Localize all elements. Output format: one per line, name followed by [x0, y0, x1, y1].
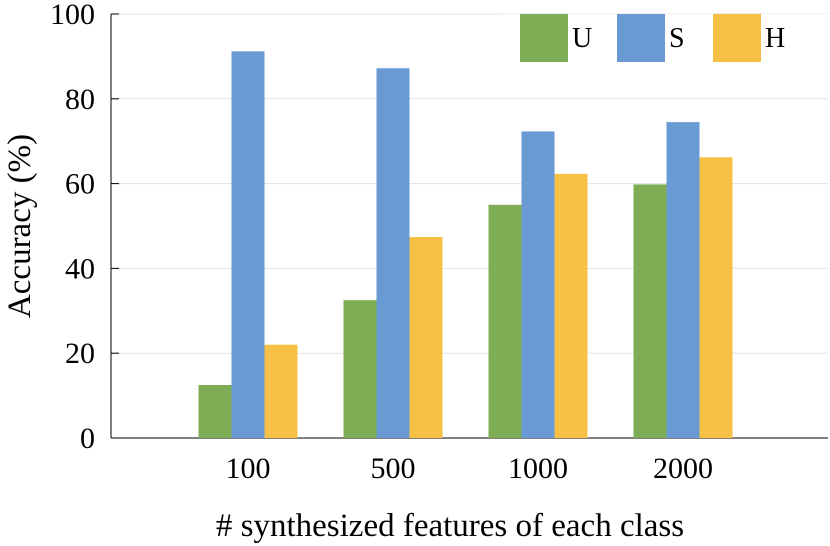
x-tick-labels: 100 500 1000 2000: [226, 452, 714, 485]
legend-swatch-h: [713, 14, 761, 62]
x-tick-label: 1000: [508, 452, 568, 485]
bar-s-2000: [666, 122, 700, 439]
x-tick-label: 500: [371, 452, 416, 485]
legend-swatch-u: [520, 14, 568, 62]
bar-h-2000: [699, 157, 733, 438]
bar-h-1000: [554, 173, 588, 438]
bars: [198, 51, 733, 439]
y-tick-label: 100: [50, 0, 95, 31]
bar-s-1000: [521, 131, 555, 438]
y-tick-label: 80: [65, 83, 95, 116]
y-axis-title: Accuracy (%): [2, 134, 38, 318]
bar-u-500: [343, 300, 377, 438]
y-tick-label: 40: [65, 252, 95, 285]
bar-s-500: [376, 68, 410, 438]
y-tick-label: 0: [80, 422, 95, 455]
y-tick-labels: 0 20 40 60 80 100: [50, 0, 95, 455]
x-tick-label: 2000: [653, 452, 713, 485]
bar-h-100: [264, 344, 298, 438]
bar-h-500: [409, 237, 443, 438]
y-tick-label: 20: [65, 337, 95, 370]
legend-swatch-s: [617, 14, 665, 62]
bar-u-100: [198, 385, 232, 438]
bar-s-100: [231, 51, 265, 438]
x-axis-title: # synthesized features of each class: [216, 508, 684, 544]
legend-label-h: H: [765, 23, 785, 54]
legend-label-u: U: [572, 23, 592, 54]
x-tick-label: 100: [226, 452, 271, 485]
legend-label-s: S: [669, 23, 685, 54]
y-tick-label: 60: [65, 168, 95, 201]
bar-u-2000: [633, 184, 667, 438]
bar-u-1000: [488, 204, 522, 438]
